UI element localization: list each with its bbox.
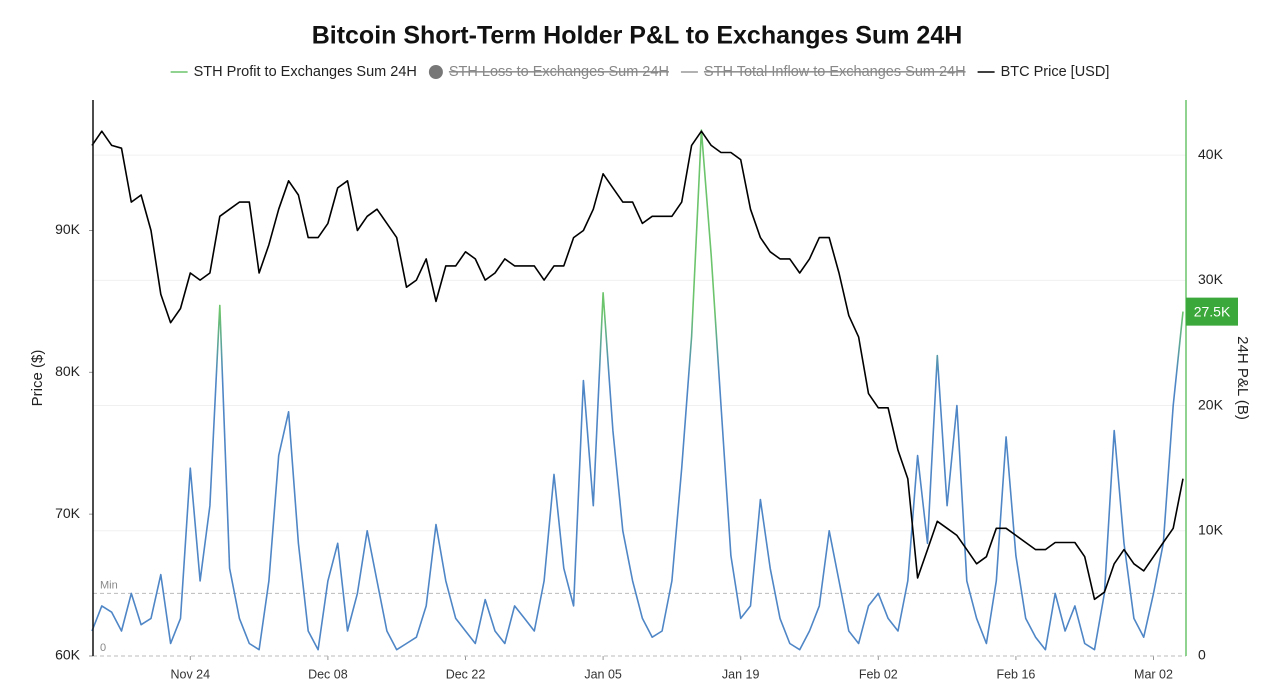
chart-title: Bitcoin Short-Term Holder P&L to Exchang…: [312, 22, 963, 50]
x-tick-label: Nov 24: [170, 667, 210, 681]
x-tick-label: Feb 16: [996, 667, 1035, 681]
y-tick-label: 60K: [55, 647, 81, 663]
x-tick-label: Dec 22: [446, 667, 486, 681]
legend-label: STH Total Inflow to Exchanges Sum 24H: [704, 64, 966, 80]
reference-label: Min: [100, 579, 118, 591]
y2-axis-title: 24H P&L (B): [1234, 336, 1251, 420]
y2-tick-label: 10K: [1198, 521, 1224, 537]
price-line: [91, 130, 1184, 601]
y-tick-label: 70K: [55, 505, 81, 521]
legend-marker: [428, 65, 443, 79]
profit-line: [91, 129, 1184, 651]
legend-label: STH Profit to Exchanges Sum 24H: [194, 64, 417, 80]
x-tick-label: Jan 05: [584, 667, 622, 681]
last-value-label: 27.5K: [1194, 303, 1231, 319]
y2-tick-label: 0: [1198, 647, 1206, 663]
y-tick-label: 90K: [55, 221, 81, 237]
last-value-box: [1186, 297, 1238, 326]
x-tick-label: Feb 02: [859, 667, 898, 681]
y2-tick-label: 20K: [1198, 396, 1224, 412]
y-tick-label: 80K: [55, 363, 81, 379]
x-tick-label: Dec 08: [308, 667, 348, 681]
legend-label: STH Loss to Exchanges Sum 24H: [449, 64, 669, 80]
reference-label: 0: [100, 642, 106, 654]
legend: STH Profit to Exchanges Sum 24H STH Loss …: [170, 64, 1110, 80]
x-tick-label: Mar 02: [1134, 667, 1173, 681]
legend-item[interactable]: STH Profit to Exchanges Sum 24H: [170, 64, 417, 80]
legend-item[interactable]: STH Total Inflow to Exchanges Sum 24H: [680, 64, 966, 80]
legend-label: BTC Price [USD]: [1001, 64, 1110, 80]
legend-item[interactable]: BTC Price [USD]: [977, 64, 1110, 80]
x-tick-label: Jan 19: [722, 667, 760, 681]
y2-tick-label: 30K: [1198, 271, 1224, 287]
y2-tick-label: 40K: [1198, 146, 1224, 162]
legend-item[interactable]: STH Loss to Exchanges Sum 24H: [428, 64, 669, 80]
y-axis-title: Price ($): [29, 350, 46, 407]
